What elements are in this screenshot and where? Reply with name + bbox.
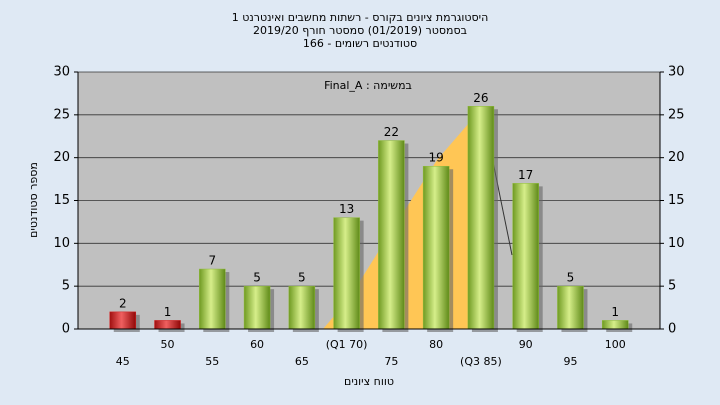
- value-label: 22: [384, 125, 399, 139]
- value-label: 5: [567, 271, 575, 285]
- bar: [512, 183, 539, 330]
- x-tick-label: 60: [250, 338, 264, 351]
- y2-tick-label: 10: [668, 236, 685, 251]
- y-tick-label: 0: [62, 322, 70, 337]
- y2-tick-label: 15: [668, 193, 685, 208]
- y-tick-label: 20: [53, 150, 70, 165]
- bar: [109, 311, 137, 330]
- annotation: במשימה : Final_A: [324, 79, 412, 92]
- y2-tick-label: 30: [668, 65, 685, 80]
- value-label: 1: [164, 305, 172, 319]
- y2-tick-label: 5: [668, 279, 676, 294]
- y2-tick-label: 0: [668, 322, 676, 337]
- x-tick-label: 95: [563, 355, 577, 368]
- bar: [288, 285, 316, 330]
- title-line: סטודנטים רשומים - 166: [303, 37, 417, 50]
- x-tick-label: (Q3 85): [460, 355, 502, 368]
- y-tick-label: 5: [62, 279, 70, 294]
- x-tick-label: 45: [116, 355, 130, 368]
- value-label: 19: [429, 151, 444, 165]
- bar: [467, 106, 495, 330]
- y-tick-label: 25: [53, 107, 70, 122]
- title-line: היסטוגרמת ציונים בקורס - רשתות מחשבים וא…: [232, 11, 489, 24]
- x-tick-label: 80: [429, 338, 443, 351]
- value-label: 7: [208, 254, 216, 268]
- x-tick-label: 100: [605, 338, 626, 351]
- value-label: 13: [339, 202, 354, 216]
- x-tick-label: 75: [384, 355, 398, 368]
- x-tick-label: 55: [205, 355, 219, 368]
- y-axis-label: מספר סטודנטים: [27, 162, 40, 238]
- bar: [601, 320, 629, 330]
- title-line: בסמסטר (01/2019) סמסטר חורף 2019/20: [253, 24, 467, 37]
- x-tick-label: 65: [295, 355, 309, 368]
- value-label: 17: [518, 168, 533, 182]
- value-label: 5: [253, 271, 261, 285]
- bar: [378, 140, 405, 330]
- y2-tick-label: 25: [668, 107, 685, 122]
- y-tick-label: 30: [53, 65, 70, 80]
- y-tick-label: 10: [53, 236, 70, 251]
- bar: [199, 268, 226, 330]
- bar: [557, 285, 584, 330]
- y2-tick-label: 20: [668, 150, 685, 165]
- y-tick-label: 15: [53, 193, 70, 208]
- value-label: 2: [119, 296, 127, 310]
- value-label: 1: [611, 305, 619, 319]
- value-label: 26: [473, 91, 488, 105]
- bar: [243, 285, 271, 330]
- x-axis-label: טווח ציונים: [344, 375, 394, 388]
- bar: [333, 217, 360, 330]
- bar: [154, 320, 181, 330]
- x-tick-label: (Q1 70): [326, 338, 368, 351]
- bar: [422, 165, 450, 330]
- value-label: 5: [298, 271, 306, 285]
- x-tick-label: 90: [519, 338, 533, 351]
- x-tick-label: 50: [161, 338, 175, 351]
